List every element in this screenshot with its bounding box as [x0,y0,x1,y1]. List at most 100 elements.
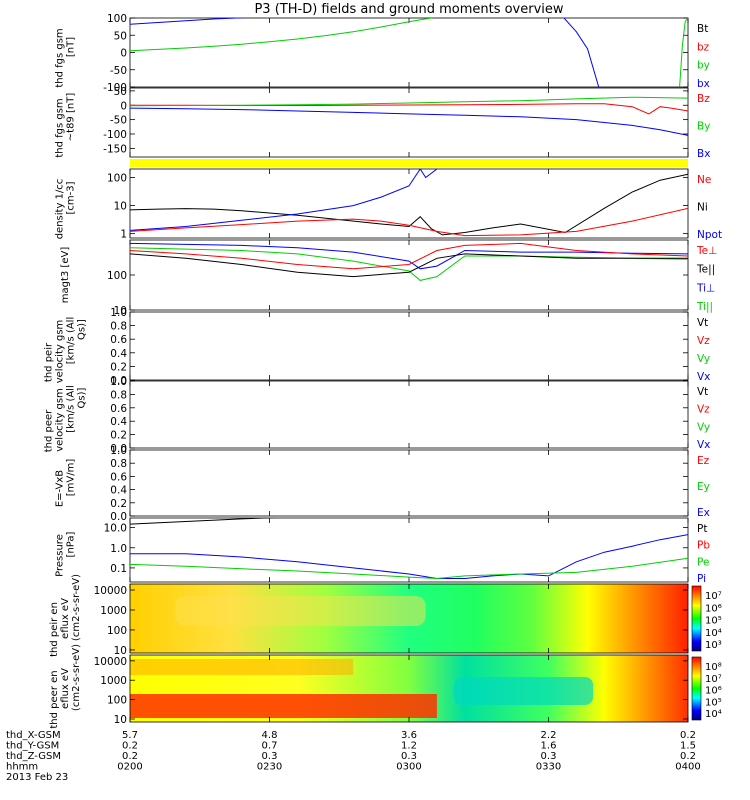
figure-title: P3 (TH-D) fields and ground moments over… [254,2,563,17]
series-Pi [130,534,688,579]
legend-By: By [697,121,710,133]
y-tick-label: 10 [114,645,127,657]
spectrogram-band-high [130,659,354,675]
y-axis-label: density 1/cc [cm-3] [55,179,77,240]
y-tick-label: 0.2 [110,361,127,373]
y-axis-label: thd peer velocity gsm [km/s (All Qs)] [44,385,88,452]
y-tick-label: 100 [107,625,127,637]
colorbar [691,656,702,721]
series-Npot [130,169,438,231]
series-by [130,18,435,52]
panel-2: 50 0 -50 -100 -150 thd fgs gsm ~t89 [nT] Bz By Bx [55,86,711,160]
legend-Pt: Pt [697,523,707,535]
legend-Te⊥: Te⊥ [696,245,717,257]
legend-Vt: Vt [697,386,708,398]
y-tick-label: 10000 [94,585,127,597]
y-tick-label: 50 [114,86,127,98]
y-tick-label: 10 [114,714,127,726]
y-tick-label: -150 [103,143,127,155]
x-axis-labels: thd_X-GSM 5.7 4.8 3.6 2.2 0.2 thd_Y-GSM 0.2 0.7 1… [6,730,701,783]
x-row-value: 0.7 [262,741,278,752]
x-row-value: 0300 [396,762,421,773]
y-axis-label: thd peir velocity gsm [km/s (All Qs)] [44,317,88,384]
legend-Vx: Vx [697,439,710,451]
y-tick-label: 0.6 [110,471,127,483]
y-axis-label-line: (cm2-s-sr-eV) [71,574,82,641]
legend-Ex: Ex [697,507,710,519]
legend-Bt: Bt [697,23,708,35]
panel-frame [129,380,689,449]
legend-bz: bz [697,41,710,53]
y-axis-label: thd fgs gsm [nT] [55,28,77,87]
series-Pe [130,557,688,580]
y-axis-label-line: [mV/m] [66,459,77,497]
spectrogram-band-low [130,694,437,718]
colorbar [691,585,702,652]
y-axis-label-line: density 1/cc [55,179,66,240]
x-row-value: 0.2 [122,741,138,752]
y-axis-label-line: E=-VxB [55,470,66,507]
legend-Vt: Vt [697,317,708,329]
panel-3: 100 10 1 density 1/cc [cm-3] Ne Ni Npot [55,168,722,241]
x-row-value: 0200 [117,762,142,773]
series-by-edge [679,18,688,87]
legend-Pe: Pe [697,556,709,568]
y-tick-label: 100 [107,13,127,25]
y-axis-label-line: ~t89 [nT] [66,93,77,142]
y-tick-label: 1.0 [110,445,127,457]
y-tick-label: 0 [120,48,127,60]
legend-Ey: Ey [697,481,710,493]
x-row-label: hhmm [6,762,38,773]
legend-Vy: Vy [697,353,710,365]
series-Pt [130,518,278,525]
x-row-value: 3.6 [401,730,417,741]
y-tick-label: 0.0 [110,443,127,455]
series-Ne [130,207,688,237]
x-row-value: 0.3 [541,751,557,762]
y-axis-label-line: eflux eV [60,598,71,639]
y-tick-label: -100 [103,129,127,141]
x-row-value: 0330 [536,762,561,773]
series-Ni [130,173,688,236]
y-tick-label: 0.0 [110,511,127,523]
y-axis-label-line: thd peer en [49,670,60,728]
y-axis-label-line: (cm2-s-sr-eV) [71,644,82,711]
date-label: 2013 Feb 23 [6,772,68,783]
panel-frame [129,168,689,239]
series-Ti⊥ [130,242,688,270]
legend-Bz: Bz [697,93,710,105]
legend-Pb: Pb [697,540,710,552]
y-tick-label: 0.8 [110,321,127,333]
y-tick-label: 10000 [94,656,127,668]
y-tick-label: 0.8 [110,389,127,401]
y-axis-label-line: magt3 [eV] [60,247,71,304]
y-tick-label: 10 [114,305,127,317]
legend-Te||: Te|| [696,264,715,276]
y-axis-label: Pressure [nPa] [55,531,77,576]
y-axis-label-line: Qs)] [77,387,88,408]
series-Ti|| [130,247,688,281]
x-row-value: 2.2 [541,730,557,741]
panel-5: 1.0 0.80.6 0.40.2 0.0 thd peir velocity gsm [k… [44,307,711,387]
y-tick-label: 0.6 [110,403,127,415]
y-axis-label-line: [nPa] [66,531,77,557]
y-axis-label-line: thd peer [44,409,55,452]
y-axis-label: thd peir en eflux eV (cm2-s-sr-eV) [49,574,82,657]
y-tick-label: -50 [110,65,127,77]
y-tick-label: 1000 [100,605,127,617]
colorbar-tick-label: 10⁷ [705,591,722,602]
x-row-value: 0.2 [680,751,696,762]
colorbar-tick-label: 10⁶ [705,686,722,697]
colorbar-tick-label: 10⁸ [705,662,722,673]
y-tick-label: 1.0 [110,543,127,555]
y-axis-label-line: thd fgs gsm [55,98,66,157]
y-tick-label: 0.2 [110,430,127,442]
y-axis-label-line: velocity gsm [55,388,66,452]
y-axis-label: thd peer en eflux eV (cm2-s-sr-eV) [49,644,82,729]
legend-Vx: Vx [697,371,710,383]
